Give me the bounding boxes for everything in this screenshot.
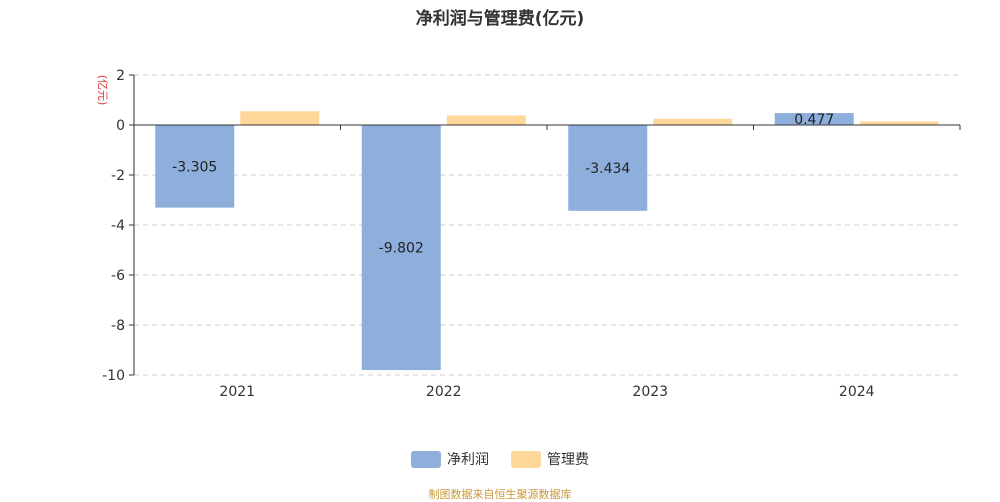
chart-title: 净利润与管理费(亿元): [415, 9, 585, 29]
legend-label-admin-expense: 管理费: [547, 452, 589, 468]
legend-swatch-net-profit: [411, 450, 441, 468]
legend-swatch-admin-expense: [511, 450, 541, 468]
y-tick-label: -10: [102, 368, 125, 384]
data-label: -3.305: [172, 159, 217, 175]
y-axis-title: (亿元): [96, 75, 109, 106]
source-note: 制图数据来自恒生聚源数据库: [428, 488, 572, 501]
y-tick-label: 0: [116, 118, 125, 134]
legend: 净利润 管理费: [0, 449, 1000, 469]
x-tick-label: 2021: [219, 384, 255, 400]
bar-admin-expense: [859, 121, 939, 125]
bar-net-profit: [361, 125, 441, 371]
x-tick-label: 2024: [839, 384, 875, 400]
legend-item-admin-expense[interactable]: 管理费: [511, 449, 589, 469]
y-tick-label: -4: [111, 218, 125, 234]
y-tick-label: 2: [116, 68, 125, 84]
x-tick-label: 2023: [632, 384, 668, 400]
y-tick-label: -8: [111, 318, 125, 334]
bar-admin-expense: [240, 111, 320, 125]
bar-admin-expense: [653, 118, 733, 125]
bar-net-profit: [774, 113, 854, 125]
y-tick-label: -6: [111, 268, 125, 284]
data-label: -3.434: [585, 161, 630, 177]
data-label: 0.477: [794, 112, 834, 128]
legend-item-net-profit[interactable]: 净利润: [411, 449, 489, 469]
y-tick-label: -2: [111, 168, 125, 184]
bar-net-profit: [155, 125, 235, 208]
bar-admin-expense: [446, 115, 526, 125]
data-label: -9.802: [379, 241, 424, 257]
bar-net-profit: [568, 125, 648, 211]
x-tick-label: 2022: [426, 384, 462, 400]
legend-label-net-profit: 净利润: [447, 452, 489, 468]
